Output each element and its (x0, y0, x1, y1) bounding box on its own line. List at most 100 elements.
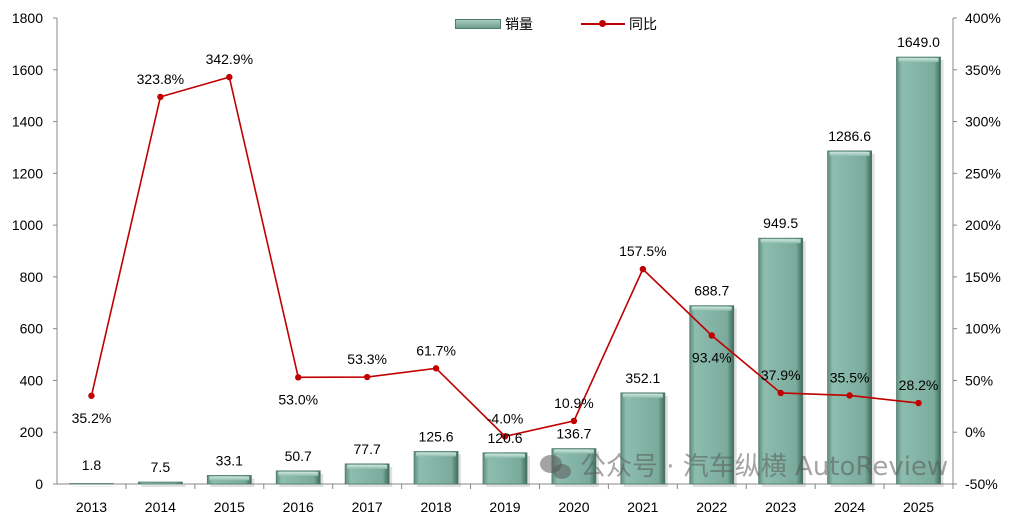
x-tick-label: 2018 (420, 499, 451, 515)
left-tick-label: 1000 (12, 217, 43, 233)
yoy-point-2020 (570, 417, 578, 425)
yoy-point-2018 (432, 365, 440, 372)
bar-top-bevel (347, 464, 388, 469)
bar-top-bevel (278, 471, 319, 476)
left-tick-label: 200 (20, 424, 44, 440)
yoy-data-label: 323.8% (137, 71, 184, 87)
right-tick-label: 100% (965, 321, 1001, 337)
bar-2017 (344, 463, 390, 485)
bar-2019 (482, 452, 528, 485)
x-tick-label: 2025 (903, 499, 934, 515)
yoy-point-2024 (846, 392, 853, 399)
watermark-text: 公众号 · 汽车纵横 AutoReview (580, 452, 949, 482)
bar-top-bevel (485, 453, 525, 458)
bar-data-label: 949.5 (763, 215, 798, 231)
x-tick-label: 2013 (76, 499, 107, 515)
bar-2018 (413, 451, 459, 485)
yoy-data-label: 157.5% (619, 243, 666, 259)
legend-label-yoy: 同比 (629, 17, 657, 33)
legend-line-swatch (581, 20, 625, 27)
x-tick-label: 2023 (765, 499, 796, 515)
left-tick-label: 800 (20, 269, 44, 285)
right-tick-label: -50% (965, 476, 998, 492)
bar-data-label: 125.6 (419, 428, 454, 444)
bar-2025 (896, 56, 941, 485)
bar-data-label: 1286.6 (828, 128, 871, 144)
right-tick-label: 0% (965, 424, 985, 440)
bar-top-bevel (829, 151, 870, 156)
yoy-data-label: 53.3% (347, 351, 387, 367)
yoy-data-label: 35.5% (830, 369, 870, 385)
right-tick-label: 150% (965, 269, 1001, 285)
yoy-point-2025 (915, 399, 922, 407)
bar-top-bevel (691, 306, 732, 311)
left-tick-label: 1600 (12, 62, 43, 78)
bar-data-label: 120.6 (487, 430, 522, 446)
yoy-point-2015 (226, 73, 233, 81)
bar-data-label: 352.1 (625, 370, 660, 386)
x-tick-label: 2015 (214, 499, 245, 515)
right-tick-label: 300% (965, 114, 1001, 130)
bar-data-label: 1649.0 (897, 34, 940, 50)
yoy-data-label: 342.9% (206, 51, 253, 67)
yoy-data-label: -4.0% (487, 410, 524, 426)
yoy-point-2013 (88, 392, 95, 399)
legend-label-sales: 销量 (505, 17, 533, 33)
right-tick-label: 350% (965, 62, 1001, 78)
bar-top-bevel (553, 449, 594, 454)
yoy-data-label: 53.0% (278, 391, 318, 407)
bar-2024 (827, 150, 873, 485)
bar-data-label: 77.7 (354, 441, 381, 457)
right-tick-label: 400% (965, 10, 1001, 26)
bar-2023 (758, 237, 804, 485)
yoy-point-2019 (501, 433, 509, 440)
yoy-data-label: 61.7% (416, 342, 456, 358)
yoy-point-2014 (157, 93, 164, 101)
bar-2014 (137, 481, 183, 485)
bar-data-label: 688.7 (694, 283, 729, 299)
bar-top-bevel (209, 476, 250, 481)
bar-top-bevel (416, 452, 457, 457)
x-tick-label: 2020 (558, 499, 589, 515)
bar-data-label: 136.7 (556, 426, 591, 442)
bar-top-bevel (898, 58, 939, 63)
yoy-point-2017 (363, 373, 371, 381)
bar-top-bevel (622, 393, 663, 398)
left-tick-label: 400 (20, 372, 44, 388)
bar-data-label: 33.1 (216, 452, 243, 468)
legend-item-sales: 销量 (455, 14, 533, 34)
wechat-icon (540, 453, 574, 481)
x-tick-label: 2024 (834, 499, 865, 515)
x-tick-label: 2017 (352, 499, 383, 515)
bar-shadow (141, 485, 186, 487)
bar-top-bevel (760, 239, 801, 244)
yoy-point-2023 (777, 389, 784, 397)
x-tick-label: 2022 (696, 499, 727, 515)
yoy-data-label: 37.9% (761, 367, 801, 383)
legend-item-yoy: 同比 (581, 14, 657, 34)
left-tick-label: 1400 (12, 114, 43, 130)
left-tick-label: 0 (35, 476, 43, 492)
yoy-point-2016 (295, 374, 302, 381)
yoy-data-label: 28.2% (899, 377, 939, 393)
bar-data-label: 1.8 (82, 457, 102, 473)
yoy-data-label: 93.4% (692, 350, 732, 366)
right-tick-label: 250% (965, 165, 1001, 181)
right-tick-label: 50% (965, 372, 993, 388)
right-tick-label: 200% (965, 217, 1001, 233)
x-tick-label: 2021 (627, 499, 658, 515)
bar-2021 (620, 392, 666, 485)
left-tick-label: 1800 (12, 10, 43, 26)
watermark: 公众号 · 汽车纵横 AutoReview (540, 452, 948, 482)
yoy-point-2022 (708, 332, 715, 339)
x-tick-label: 2019 (489, 499, 520, 515)
yoy-data-label: 10.9% (554, 395, 594, 411)
legend-bar-swatch (455, 19, 501, 29)
x-tick-label: 2014 (145, 499, 176, 515)
bar-data-label: 7.5 (151, 459, 171, 475)
yoy-point-2021 (639, 265, 647, 273)
left-tick-label: 1200 (12, 165, 43, 181)
x-tick-label: 2016 (283, 499, 314, 515)
